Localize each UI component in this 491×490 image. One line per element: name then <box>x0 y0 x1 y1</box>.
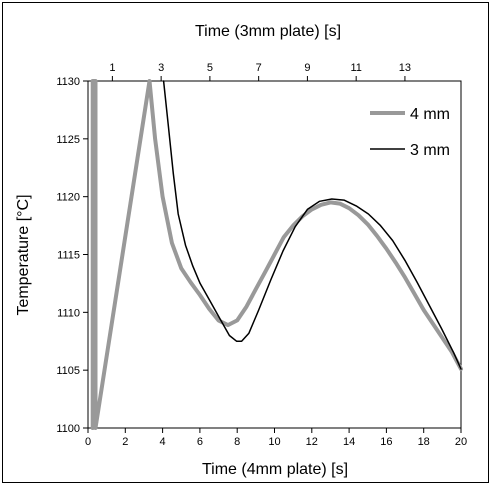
y-tick-label: 1110 <box>57 307 80 319</box>
x-tick-label: 0 <box>85 436 91 448</box>
x-tick-label: 16 <box>380 436 392 448</box>
x2-tick-label: 7 <box>256 62 262 74</box>
x-tick-label: 20 <box>455 436 467 448</box>
x2-tick-label: 3 <box>158 62 164 74</box>
y-tick-label: 1130 <box>56 76 80 88</box>
y-tick-label: 1120 <box>56 192 80 204</box>
axis-ticks: 0 2 4 6 8 10 12 14 16 18 201 3 5 7 9 11 1311001105111011… <box>56 62 467 448</box>
x-tick-label: 14 <box>343 436 355 448</box>
x-tick-label: 12 <box>306 436 318 448</box>
legend-label-3mm: 3 mm <box>410 142 450 159</box>
x-tick-label: 8 <box>234 436 240 448</box>
x-tick-label: 18 <box>418 436 430 448</box>
x2-tick-label: 1 <box>109 62 115 74</box>
x-tick-label: 10 <box>268 436 280 448</box>
x2-tick-label: 11 <box>350 62 361 74</box>
legend-label-4mm: 4 mm <box>410 106 450 123</box>
x2-axis-title: Time (3mm plate) [s] <box>195 23 341 40</box>
x-tick-label: 2 <box>122 436 128 448</box>
series-line-3mm <box>162 80 462 370</box>
y-tick-label: 1125 <box>56 134 80 146</box>
series-lines <box>90 79 463 430</box>
x2-tick-label: 13 <box>399 62 411 74</box>
y-tick-label: 1105 <box>56 365 80 377</box>
y-tick-label: 1115 <box>57 250 80 262</box>
y-axis-title: Temperature [°C] <box>15 194 32 315</box>
x-axis-title: Time (4mm plate) [s] <box>202 461 348 478</box>
series-line-4mm <box>90 79 463 430</box>
x-tick-label: 6 <box>197 436 203 448</box>
x2-tick-label: 5 <box>207 62 213 74</box>
x2-tick-label: 9 <box>304 62 310 74</box>
chart-outer-border <box>2 2 489 483</box>
x-tick-label: 4 <box>160 436 166 448</box>
legend: 4 mm 3 mm <box>370 106 450 159</box>
y-tick-label: 1100 <box>56 423 80 435</box>
